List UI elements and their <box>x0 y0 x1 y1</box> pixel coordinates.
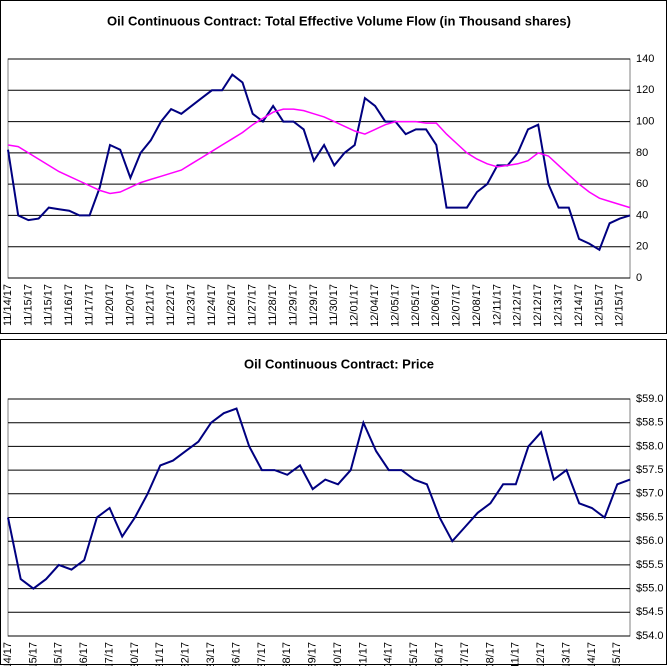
y-tick-label: 40 <box>636 209 648 221</box>
x-tick-label: 12/15/17 <box>593 284 605 327</box>
x-tick-label: 12/12/17 <box>535 642 547 666</box>
x-tick-label: 11/15/17 <box>22 284 34 326</box>
chart-title: Oil Continuous Contract: Price <box>244 356 434 371</box>
x-tick-label: 11/17/17 <box>103 642 115 666</box>
x-tick-label: 11/30/17 <box>332 642 344 666</box>
x-tick-label: 11/16/17 <box>78 642 90 666</box>
x-tick-label: 11/14/17 <box>2 642 14 666</box>
y-tick-label: 100 <box>636 115 654 127</box>
y-tick-label: $54.5 <box>636 606 664 618</box>
x-tick-label: 11/15/17 <box>43 284 55 326</box>
y-tick-label: $57.5 <box>636 464 664 476</box>
line-series <box>7 407 631 590</box>
x-tick-label: 12/12/17 <box>532 284 544 327</box>
x-tick-label: 11/21/17 <box>154 642 166 666</box>
x-tick-label: 12/01/17 <box>357 642 369 666</box>
x-tick-label: 11/17/17 <box>83 284 95 326</box>
y-tick-label: $56.0 <box>636 535 664 547</box>
plot-area <box>7 58 631 279</box>
x-tick-label: 11/28/17 <box>267 284 279 326</box>
x-tick-label: 11/16/17 <box>63 284 75 326</box>
y-tick-label: $54.0 <box>636 630 664 642</box>
x-tick-label: 11/22/17 <box>180 642 192 666</box>
y-tick-label: 0 <box>636 272 642 284</box>
y-tick-label: 120 <box>636 84 654 96</box>
x-tick-label: 12/07/17 <box>451 284 463 327</box>
x-tick-label: 12/07/17 <box>459 642 471 666</box>
chart-title: Oil Continuous Contract: Total Effective… <box>107 13 571 28</box>
x-tick-label: 11/27/17 <box>247 284 259 326</box>
y-tick-label: $56.5 <box>636 511 664 523</box>
x-tick-label: 11/23/17 <box>205 642 217 666</box>
x-tick-label: 11/20/17 <box>104 284 116 326</box>
x-tick-label: 11/22/17 <box>165 284 177 326</box>
x-tick-label: 12/15/17 <box>611 642 623 666</box>
x-tick-label: 11/29/17 <box>307 642 319 666</box>
y-tick-label: $55.5 <box>636 559 664 571</box>
x-tick-label: 12/14/17 <box>573 284 585 327</box>
x-tick-label: 12/06/17 <box>433 642 445 666</box>
x-tick-label: 11/28/17 <box>281 642 293 666</box>
x-tick-label: 11/14/17 <box>2 284 14 326</box>
x-tick-label: 11/26/17 <box>230 642 242 666</box>
y-tick-label: $58.0 <box>636 440 664 452</box>
x-tick-label: 12/05/17 <box>408 642 420 666</box>
x-tick-label: 11/26/17 <box>226 284 238 326</box>
x-tick-label: 11/29/17 <box>287 284 299 326</box>
x-tick-label: 11/15/17 <box>27 642 39 666</box>
x-tick-label: 12/05/17 <box>410 284 422 327</box>
y-tick-label: $55.0 <box>636 583 664 595</box>
y-tick-label: 80 <box>636 147 648 159</box>
x-tick-label: 11/20/17 <box>129 642 141 666</box>
x-tick-label: 12/11/17 <box>491 284 503 326</box>
line-series <box>7 108 631 209</box>
y-tick-label: 60 <box>636 178 648 190</box>
x-tick-label: 12/15/17 <box>614 284 626 327</box>
y-tick-label: $57.0 <box>636 488 664 500</box>
x-tick-label: 11/30/17 <box>328 284 340 326</box>
x-tick-label: 12/06/17 <box>430 284 442 327</box>
x-tick-label: 12/13/17 <box>560 642 572 666</box>
line-series <box>7 73 631 252</box>
x-tick-label: 12/05/17 <box>389 284 401 327</box>
y-tick-label: 140 <box>636 53 654 65</box>
x-tick-label: 12/04/17 <box>383 642 395 666</box>
x-tick-label: 12/08/17 <box>484 642 496 666</box>
x-tick-label: 12/14/17 <box>586 642 598 666</box>
x-tick-label: 12/13/17 <box>553 284 565 327</box>
y-tick-label: $58.5 <box>636 417 664 429</box>
x-tick-label: 12/11/17 <box>510 642 522 666</box>
x-tick-label: 11/15/17 <box>53 642 65 666</box>
x-tick-label: 11/20/17 <box>124 284 136 326</box>
x-tick-label: 11/24/17 <box>206 284 218 326</box>
x-tick-label: 11/23/17 <box>185 284 197 326</box>
x-tick-label: 12/01/17 <box>349 284 361 327</box>
x-tick-label: 11/29/17 <box>308 284 320 326</box>
x-tick-label: 12/12/17 <box>512 284 524 327</box>
x-tick-label: 12/04/17 <box>369 284 381 327</box>
panel-border <box>0 339 667 665</box>
x-tick-label: 12/08/17 <box>471 284 483 327</box>
panel-border <box>0 0 667 334</box>
x-tick-label: 11/27/17 <box>256 642 268 666</box>
x-tick-label: 11/21/17 <box>145 284 157 326</box>
y-tick-label: 20 <box>636 241 648 253</box>
y-tick-label: $59.0 <box>636 393 664 405</box>
